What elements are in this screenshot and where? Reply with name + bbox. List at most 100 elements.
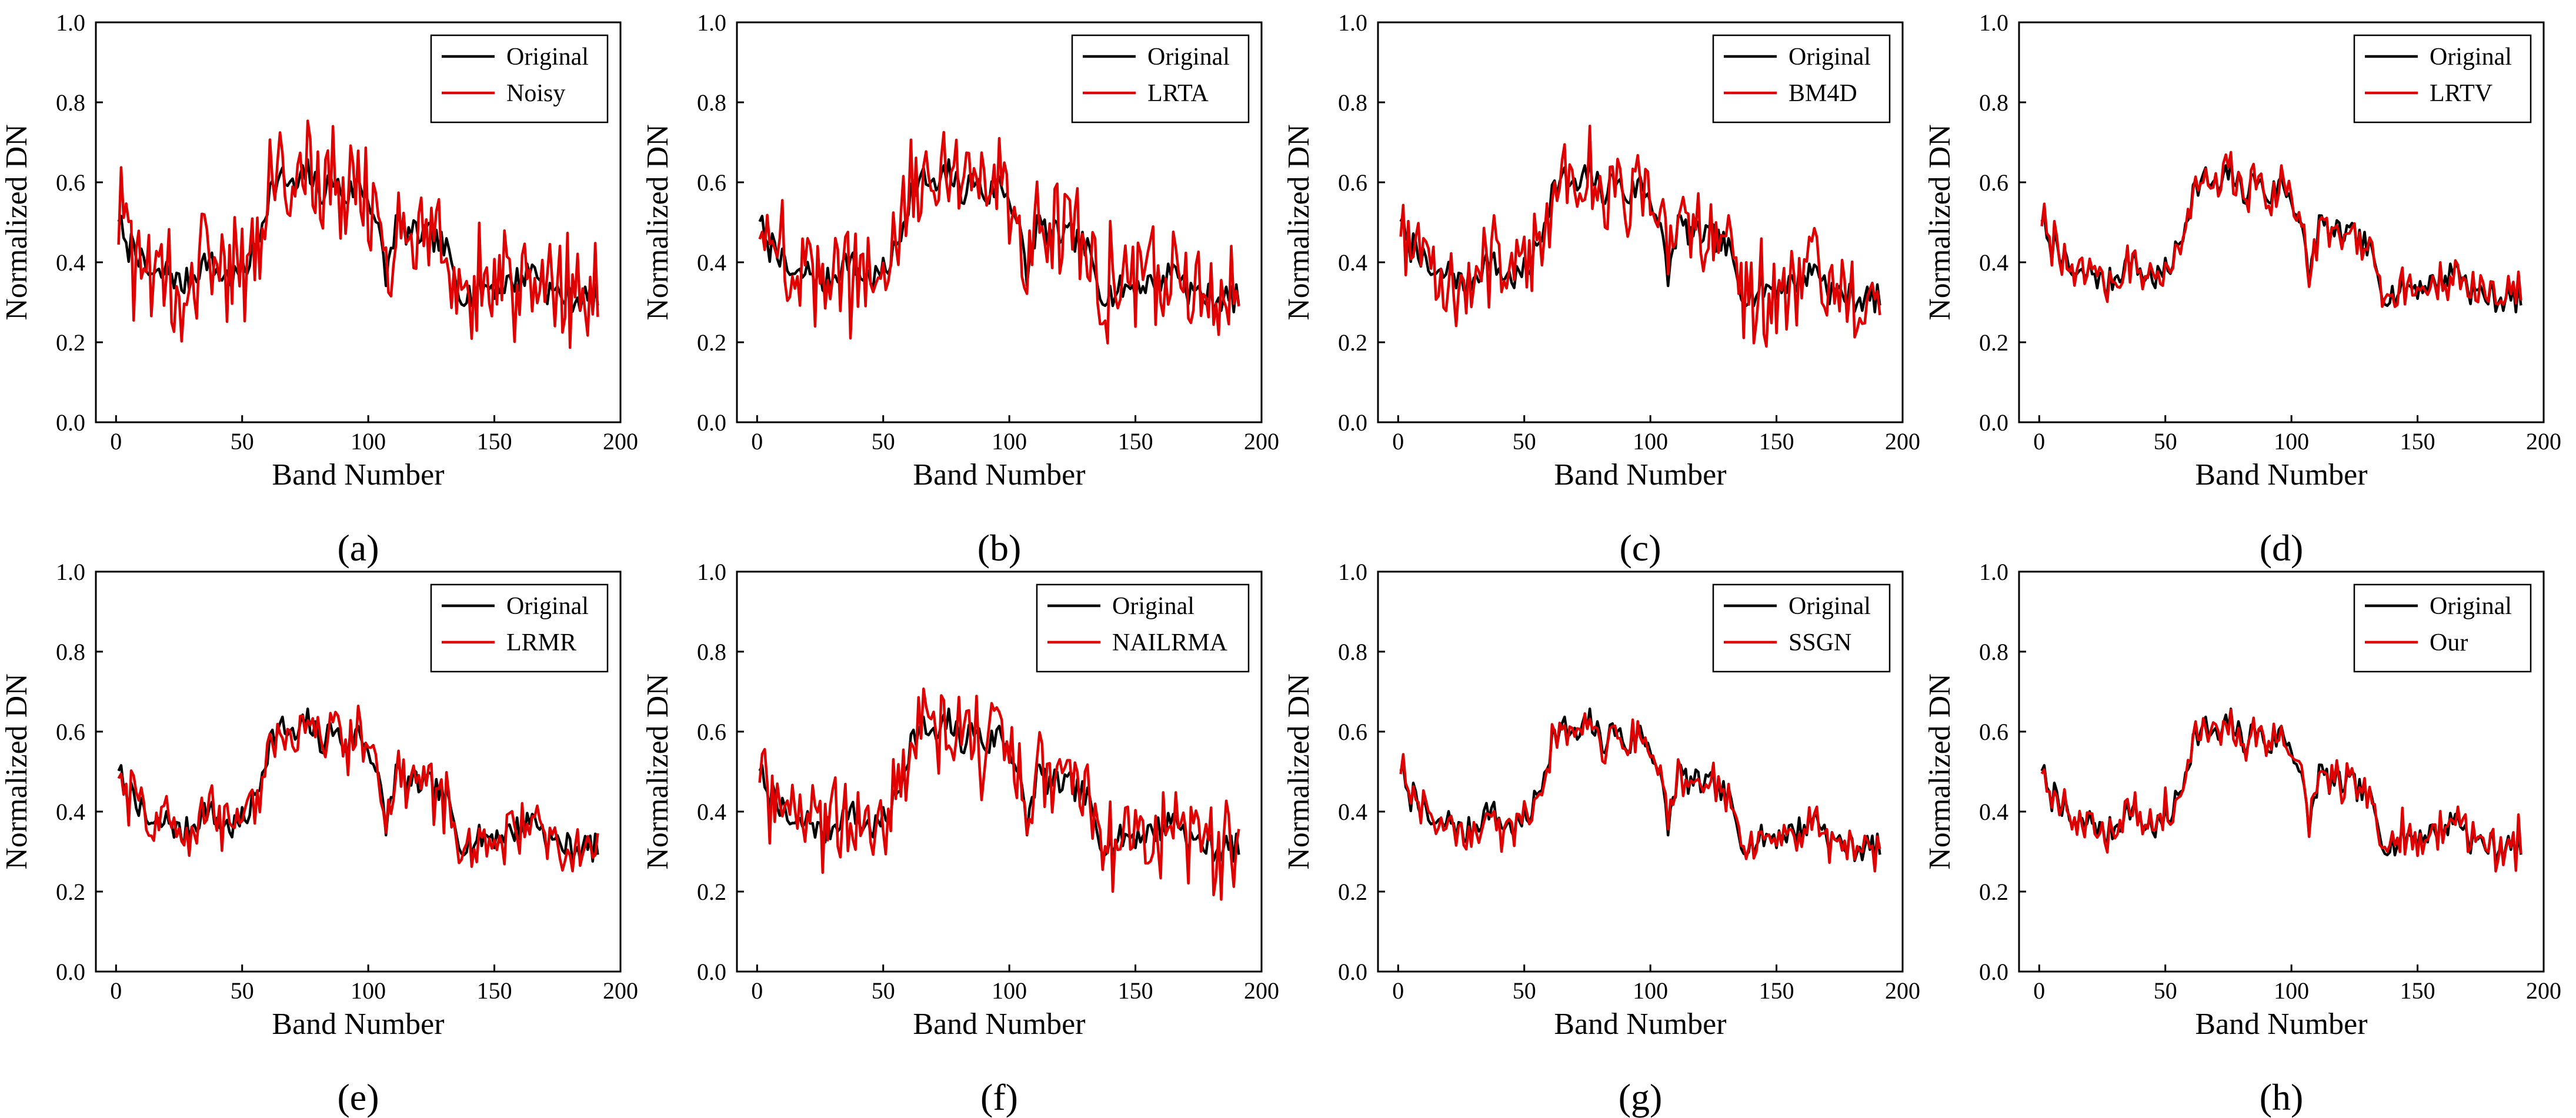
x-tick-label: 150 xyxy=(1118,428,1153,455)
legend-label: Original xyxy=(1112,593,1194,620)
y-tick-label: 0.4 xyxy=(1338,799,1367,825)
x-tick-label: 0 xyxy=(751,977,763,1004)
y-tick-label: 0.6 xyxy=(1979,719,2008,745)
y-axis-label: Normalized DN xyxy=(641,673,675,870)
legend-label: LRTA xyxy=(1147,80,1209,107)
legend-label: Original xyxy=(506,593,589,620)
x-axis-label: Band Number xyxy=(913,458,1085,492)
legend-box xyxy=(2353,583,2532,673)
chart-panel: 0 50 100 150 200 0.0 0.2 0.4 0.6 0.8 1.0 Band Numbe… xyxy=(0,559,638,1118)
y-axis-label: Normalized DN xyxy=(1923,673,1957,870)
legend-box xyxy=(1071,34,1250,124)
series-line-our xyxy=(2040,708,2522,873)
y-tick-label: 0.8 xyxy=(1979,639,2008,665)
x-tick-label: 50 xyxy=(2154,977,2177,1004)
x-axis-label: Band Number xyxy=(272,1007,444,1041)
legend-label: LRTV xyxy=(2430,80,2492,107)
x-axis-label: Band Number xyxy=(272,458,444,492)
x-tick-label: 0 xyxy=(751,428,763,455)
x-axis-label: Band Number xyxy=(2195,458,2367,492)
y-tick-label: 0.6 xyxy=(56,169,85,196)
chart-panel: 0 50 100 150 200 0.0 0.2 0.4 0.6 0.8 1.0 Band Numbe… xyxy=(1282,9,1920,569)
y-tick-label: 0.6 xyxy=(56,719,85,745)
y-tick-label: 0.2 xyxy=(1979,879,2008,905)
legend-label: Original xyxy=(2430,44,2512,71)
x-tick-label: 200 xyxy=(603,977,638,1004)
plot-frame xyxy=(736,21,1263,423)
x-tick-label: 100 xyxy=(351,977,386,1004)
y-tick-label: 0.6 xyxy=(1979,169,2008,196)
x-tick-label: 100 xyxy=(1633,977,1668,1004)
y-tick-label: 0.4 xyxy=(1979,799,2008,825)
x-axis-label: Band Number xyxy=(1554,1007,1726,1041)
x-tick-label: 200 xyxy=(1244,428,1279,455)
series-line-noisy xyxy=(117,119,599,349)
legend-label: NAILRMA xyxy=(1112,629,1228,656)
x-tick-label: 150 xyxy=(1118,977,1153,1004)
legend-box xyxy=(430,583,609,673)
series-line-ssgn xyxy=(1399,712,1881,873)
x-tick-label: 50 xyxy=(231,428,254,455)
x-tick-label: 200 xyxy=(2526,428,2561,455)
chart-panel: 0 50 100 150 200 0.0 0.2 0.4 0.6 0.8 1.0 Band Numbe… xyxy=(1923,9,2561,569)
y-tick-label: 0.0 xyxy=(56,959,85,985)
y-tick-label: 0.0 xyxy=(1979,959,2008,985)
y-tick-label: 0.4 xyxy=(697,249,726,276)
legend-label: Original xyxy=(1147,44,1230,71)
y-tick-label: 0.4 xyxy=(56,249,85,276)
y-tick-label: 0.2 xyxy=(697,879,726,905)
x-tick-label: 100 xyxy=(992,428,1027,455)
y-tick-label: 0.6 xyxy=(1338,719,1367,745)
x-axis-label: Band Number xyxy=(1554,458,1726,492)
y-tick-label: 1.0 xyxy=(56,9,85,36)
y-tick-label: 0.2 xyxy=(1979,329,2008,356)
legend-label: Noisy xyxy=(506,80,565,107)
x-axis-label: Band Number xyxy=(2195,1007,2367,1041)
x-tick-label: 150 xyxy=(477,428,512,455)
legend-label: Original xyxy=(1788,44,1871,71)
chart-panel: 0 50 100 150 200 0.0 0.2 0.4 0.6 0.8 1.0 Band Numbe… xyxy=(1923,559,2561,1118)
y-tick-label: 0.0 xyxy=(1338,409,1367,436)
y-axis-label: Normalized DN xyxy=(0,673,34,870)
chart-panel: 0 50 100 150 200 0.0 0.2 0.4 0.6 0.8 1.0 Band Numbe… xyxy=(0,9,638,569)
x-tick-label: 0 xyxy=(1392,428,1404,455)
x-tick-label: 100 xyxy=(1633,428,1668,455)
y-axis-label: Normalized DN xyxy=(1923,124,1957,321)
x-tick-label: 50 xyxy=(231,977,254,1004)
y-tick-label: 0.0 xyxy=(56,409,85,436)
chart-panel: 0 50 100 150 200 0.0 0.2 0.4 0.6 0.8 1.0 Band Numbe… xyxy=(641,9,1279,569)
y-axis-label: Normalized DN xyxy=(641,124,675,321)
x-tick-label: 50 xyxy=(872,428,895,455)
y-tick-label: 0.4 xyxy=(1979,249,2008,276)
y-tick-label: 1.0 xyxy=(1338,9,1367,36)
panel-label: (d) xyxy=(2260,527,2304,569)
y-tick-label: 1.0 xyxy=(697,9,726,36)
x-tick-label: 100 xyxy=(992,977,1027,1004)
y-tick-label: 0.0 xyxy=(697,959,726,985)
legend-box xyxy=(430,34,609,124)
y-tick-label: 0.2 xyxy=(697,329,726,356)
x-tick-label: 200 xyxy=(1244,977,1279,1004)
y-tick-label: 0.8 xyxy=(56,89,85,116)
chart-panel: 0 50 100 150 200 0.0 0.2 0.4 0.6 0.8 1.0 Band Numbe… xyxy=(1282,559,1920,1118)
y-tick-label: 0.8 xyxy=(56,639,85,665)
x-tick-label: 200 xyxy=(2526,977,2561,1004)
legend-box xyxy=(1712,583,1891,673)
y-tick-label: 0.8 xyxy=(1338,89,1367,116)
panel-label: (h) xyxy=(2260,1076,2304,1118)
legend-box xyxy=(2353,34,2532,124)
x-tick-label: 0 xyxy=(2033,428,2045,455)
x-tick-label: 0 xyxy=(2033,977,2045,1004)
y-tick-label: 0.0 xyxy=(1338,959,1367,985)
legend-label: LRMR xyxy=(506,629,576,656)
legend-label: SSGN xyxy=(1788,629,1851,656)
legend-label: Original xyxy=(1788,593,1871,620)
y-tick-label: 0.6 xyxy=(697,169,726,196)
y-tick-label: 0.8 xyxy=(697,639,726,665)
x-tick-label: 100 xyxy=(2274,977,2309,1004)
plot-frame xyxy=(2018,21,2545,423)
legend-label: Original xyxy=(506,44,589,71)
x-tick-label: 150 xyxy=(2400,977,2435,1004)
y-tick-label: 0.8 xyxy=(1338,639,1367,665)
series-line-lrmr xyxy=(117,705,599,873)
